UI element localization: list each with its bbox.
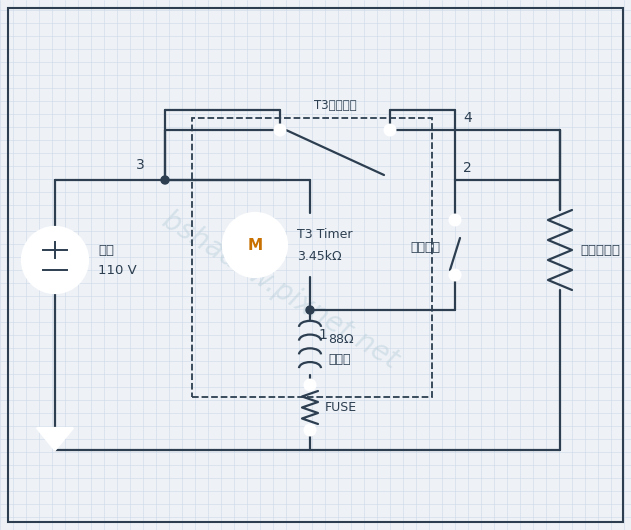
Circle shape — [161, 176, 169, 184]
Circle shape — [306, 306, 314, 314]
Circle shape — [384, 125, 396, 136]
Text: FUSE: FUSE — [325, 401, 357, 414]
Text: M: M — [247, 237, 262, 252]
Bar — [192, 118, 432, 397]
Text: 3: 3 — [136, 158, 145, 172]
Text: 3.45kΩ: 3.45kΩ — [297, 251, 341, 263]
Circle shape — [449, 215, 461, 225]
Circle shape — [223, 213, 287, 277]
Text: T3 Timer: T3 Timer — [297, 228, 353, 242]
Circle shape — [305, 379, 316, 391]
Text: bshadow.pixnet.net: bshadow.pixnet.net — [156, 206, 403, 374]
Text: 2: 2 — [463, 161, 472, 175]
Circle shape — [305, 425, 316, 436]
Text: 壓縮機負載: 壓縮機負載 — [580, 243, 620, 257]
Text: 88Ω: 88Ω — [328, 333, 353, 346]
Circle shape — [274, 125, 285, 136]
Polygon shape — [37, 428, 73, 450]
Text: 電源: 電源 — [98, 244, 114, 258]
Text: 4: 4 — [463, 111, 472, 125]
Text: 1: 1 — [318, 328, 327, 342]
Text: T3切換開順: T3切換開順 — [314, 99, 357, 112]
Circle shape — [449, 269, 461, 280]
Circle shape — [22, 227, 88, 293]
Text: 溫度開順: 溫度開順 — [410, 241, 440, 254]
Text: 電熱絲: 電熱絲 — [328, 353, 350, 366]
Text: 110 V: 110 V — [98, 264, 137, 278]
